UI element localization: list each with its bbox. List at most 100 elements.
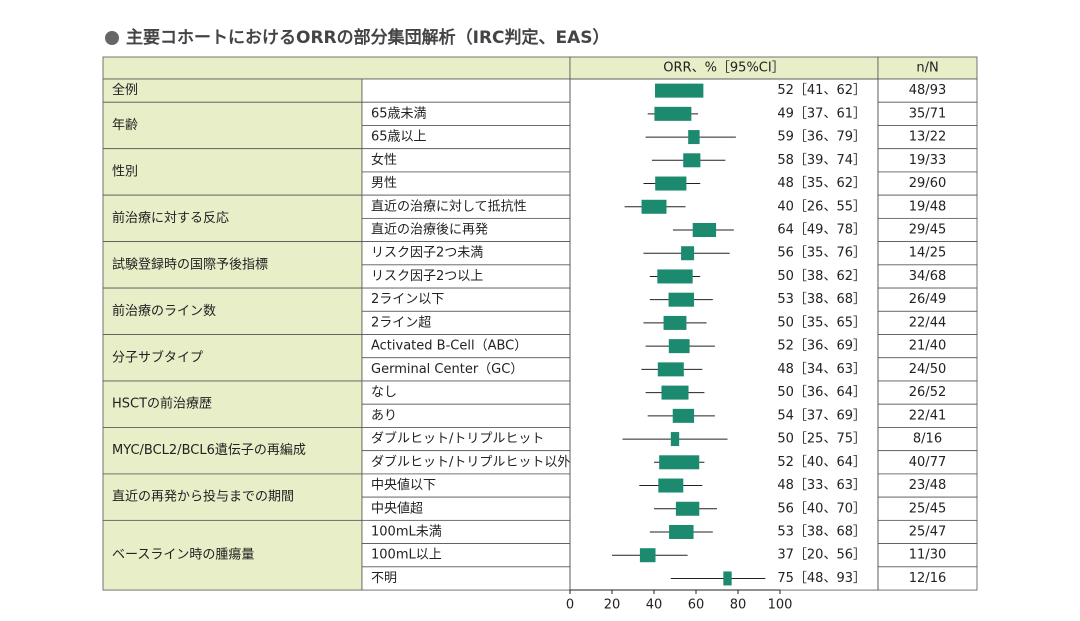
estimate-box bbox=[654, 106, 692, 121]
group-label: 性別 bbox=[112, 164, 138, 179]
subgroup-label: 65歳以上 bbox=[371, 130, 427, 145]
group-label: 前治療のライン数 bbox=[112, 303, 216, 319]
value-label: 75［48、93］ bbox=[777, 571, 866, 586]
group-cell bbox=[102, 78, 363, 103]
value-label: 49［37、61］ bbox=[777, 106, 866, 121]
x-tick-label: 40 bbox=[646, 598, 663, 613]
estimate-box bbox=[670, 432, 680, 447]
estimate-box bbox=[655, 176, 687, 191]
n-label: 19/33 bbox=[909, 153, 946, 168]
n-label: 48/93 bbox=[909, 83, 946, 98]
value-label: 37［20、56］ bbox=[777, 548, 866, 563]
subgroup-label: ダブルヒット/トリプルヒット bbox=[371, 431, 544, 447]
group-cell bbox=[102, 101, 363, 150]
n-label: 29/60 bbox=[909, 176, 946, 191]
subgroup-label: 女性 bbox=[371, 152, 397, 168]
x-tick-label: 20 bbox=[604, 598, 621, 613]
estimate-box bbox=[655, 83, 704, 98]
estimate-box bbox=[668, 339, 690, 354]
estimate-box bbox=[639, 548, 656, 563]
subgroup-label: 直近の治療後に再発 bbox=[371, 222, 488, 237]
group-label: HSCTの前治療歴 bbox=[112, 396, 212, 412]
subgroup-label: 2ライン超 bbox=[371, 315, 431, 330]
estimate-box bbox=[641, 199, 667, 214]
x-tick-label: 100 bbox=[768, 598, 793, 613]
value-label: 64［49、78］ bbox=[777, 222, 866, 237]
n-label: 34/68 bbox=[909, 269, 946, 284]
value-label: 58［39、74］ bbox=[777, 153, 866, 168]
estimate-box bbox=[657, 362, 684, 377]
subgroup-label: Germinal Center（GC） bbox=[371, 362, 523, 377]
subgroup-label: 100mL以上 bbox=[371, 548, 442, 563]
n-label: 12/16 bbox=[909, 571, 946, 586]
subgroup-label: ダブルヒット/トリプルヒット以外 bbox=[371, 454, 570, 470]
estimate-box bbox=[661, 385, 689, 400]
subgroup-label: リスク因子2つ未満 bbox=[371, 246, 483, 261]
estimate-box bbox=[657, 269, 693, 284]
n-label: 26/52 bbox=[909, 385, 946, 400]
chart-title: 主要コホートにおけるORRの部分集団解析（IRC判定、EAS） bbox=[126, 27, 610, 48]
group-label: ベースライン時の腫瘍量 bbox=[112, 547, 254, 563]
group-cell bbox=[102, 148, 363, 196]
value-label: 40［26、55］ bbox=[777, 199, 866, 214]
subgroup-label: 中央値超 bbox=[371, 500, 423, 516]
value-label: 52［41、62］ bbox=[777, 83, 866, 98]
n-label: 29/45 bbox=[909, 222, 946, 237]
group-label: 分子サブタイプ bbox=[112, 349, 203, 365]
estimate-box bbox=[669, 524, 694, 539]
estimate-box bbox=[683, 153, 701, 168]
subgroup-label: 100mL未満 bbox=[371, 524, 442, 539]
n-label: 19/48 bbox=[909, 199, 946, 214]
group-cell bbox=[102, 380, 363, 428]
value-label: 50［36、64］ bbox=[777, 385, 866, 400]
n-label: 35/71 bbox=[909, 106, 946, 121]
value-label: 52［40、64］ bbox=[777, 455, 866, 470]
subgroup-label: Activated B-Cell（ABC） bbox=[371, 339, 527, 354]
value-label: 48［33、63］ bbox=[777, 478, 866, 493]
estimate-box bbox=[675, 501, 700, 516]
subgroup-label: 男性 bbox=[371, 176, 397, 191]
n-label: 21/40 bbox=[909, 339, 946, 354]
n-label: 25/47 bbox=[909, 524, 946, 539]
subgroup-label: 65歳未満 bbox=[371, 106, 427, 121]
x-tick-label: 0 bbox=[566, 598, 574, 613]
estimate-box bbox=[692, 222, 717, 237]
subgroup-label: 2ライン以下 bbox=[371, 292, 444, 307]
estimate-box bbox=[658, 478, 684, 493]
n-label: 40/77 bbox=[909, 455, 946, 470]
value-label: 54［37、69］ bbox=[777, 408, 866, 423]
n-label: 25/45 bbox=[909, 501, 946, 516]
n-label: 11/30 bbox=[909, 548, 946, 563]
group-cell bbox=[102, 194, 363, 243]
subgroup-label: リスク因子2つ以上 bbox=[371, 269, 483, 284]
value-label: 52［36、69］ bbox=[777, 339, 866, 354]
group-cell bbox=[102, 519, 363, 591]
estimate-box bbox=[663, 315, 687, 330]
estimate-box bbox=[723, 571, 732, 586]
subgroup-label: なし bbox=[371, 385, 397, 400]
header-n: n/N bbox=[916, 61, 938, 76]
header-estimate: ORR、%［95%CI］ bbox=[663, 61, 784, 76]
value-label: 53［38、68］ bbox=[777, 524, 866, 539]
n-label: 8/16 bbox=[913, 432, 942, 447]
subgroup-label: あり bbox=[371, 408, 397, 423]
estimate-box bbox=[672, 408, 695, 423]
n-label: 26/49 bbox=[909, 292, 946, 307]
value-label: 50［38、62］ bbox=[777, 269, 866, 284]
value-label: 50［35、65］ bbox=[777, 315, 866, 330]
value-label: 53［38、68］ bbox=[777, 292, 866, 307]
estimate-box bbox=[681, 246, 695, 261]
value-label: 48［34、63］ bbox=[777, 362, 866, 377]
title-bullet bbox=[105, 31, 119, 45]
group-label: MYC/BCL2/BCL6遺伝子の再編成 bbox=[112, 442, 306, 458]
x-tick-label: 80 bbox=[730, 598, 747, 613]
n-label: 22/41 bbox=[909, 408, 946, 423]
value-label: 56［40、70］ bbox=[777, 501, 866, 516]
group-cell bbox=[102, 334, 363, 382]
group-label: 直近の再発から投与までの期間 bbox=[112, 489, 294, 505]
group-label: 前治療に対する反応 bbox=[112, 210, 229, 226]
n-label: 24/50 bbox=[909, 362, 946, 377]
estimate-box bbox=[668, 292, 695, 307]
header-cell bbox=[102, 56, 571, 80]
